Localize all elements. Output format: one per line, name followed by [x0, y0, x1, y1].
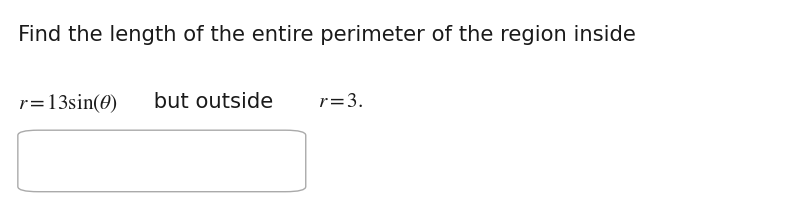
Text: $r = 13\sin(\theta)$: $r = 13\sin(\theta)$	[18, 92, 118, 114]
FancyBboxPatch shape	[18, 131, 306, 192]
Text: Find the length of the entire perimeter of the region inside: Find the length of the entire perimeter …	[18, 24, 636, 44]
Text: but outside: but outside	[147, 92, 280, 112]
Text: $r = 3.$: $r = 3.$	[318, 92, 363, 111]
